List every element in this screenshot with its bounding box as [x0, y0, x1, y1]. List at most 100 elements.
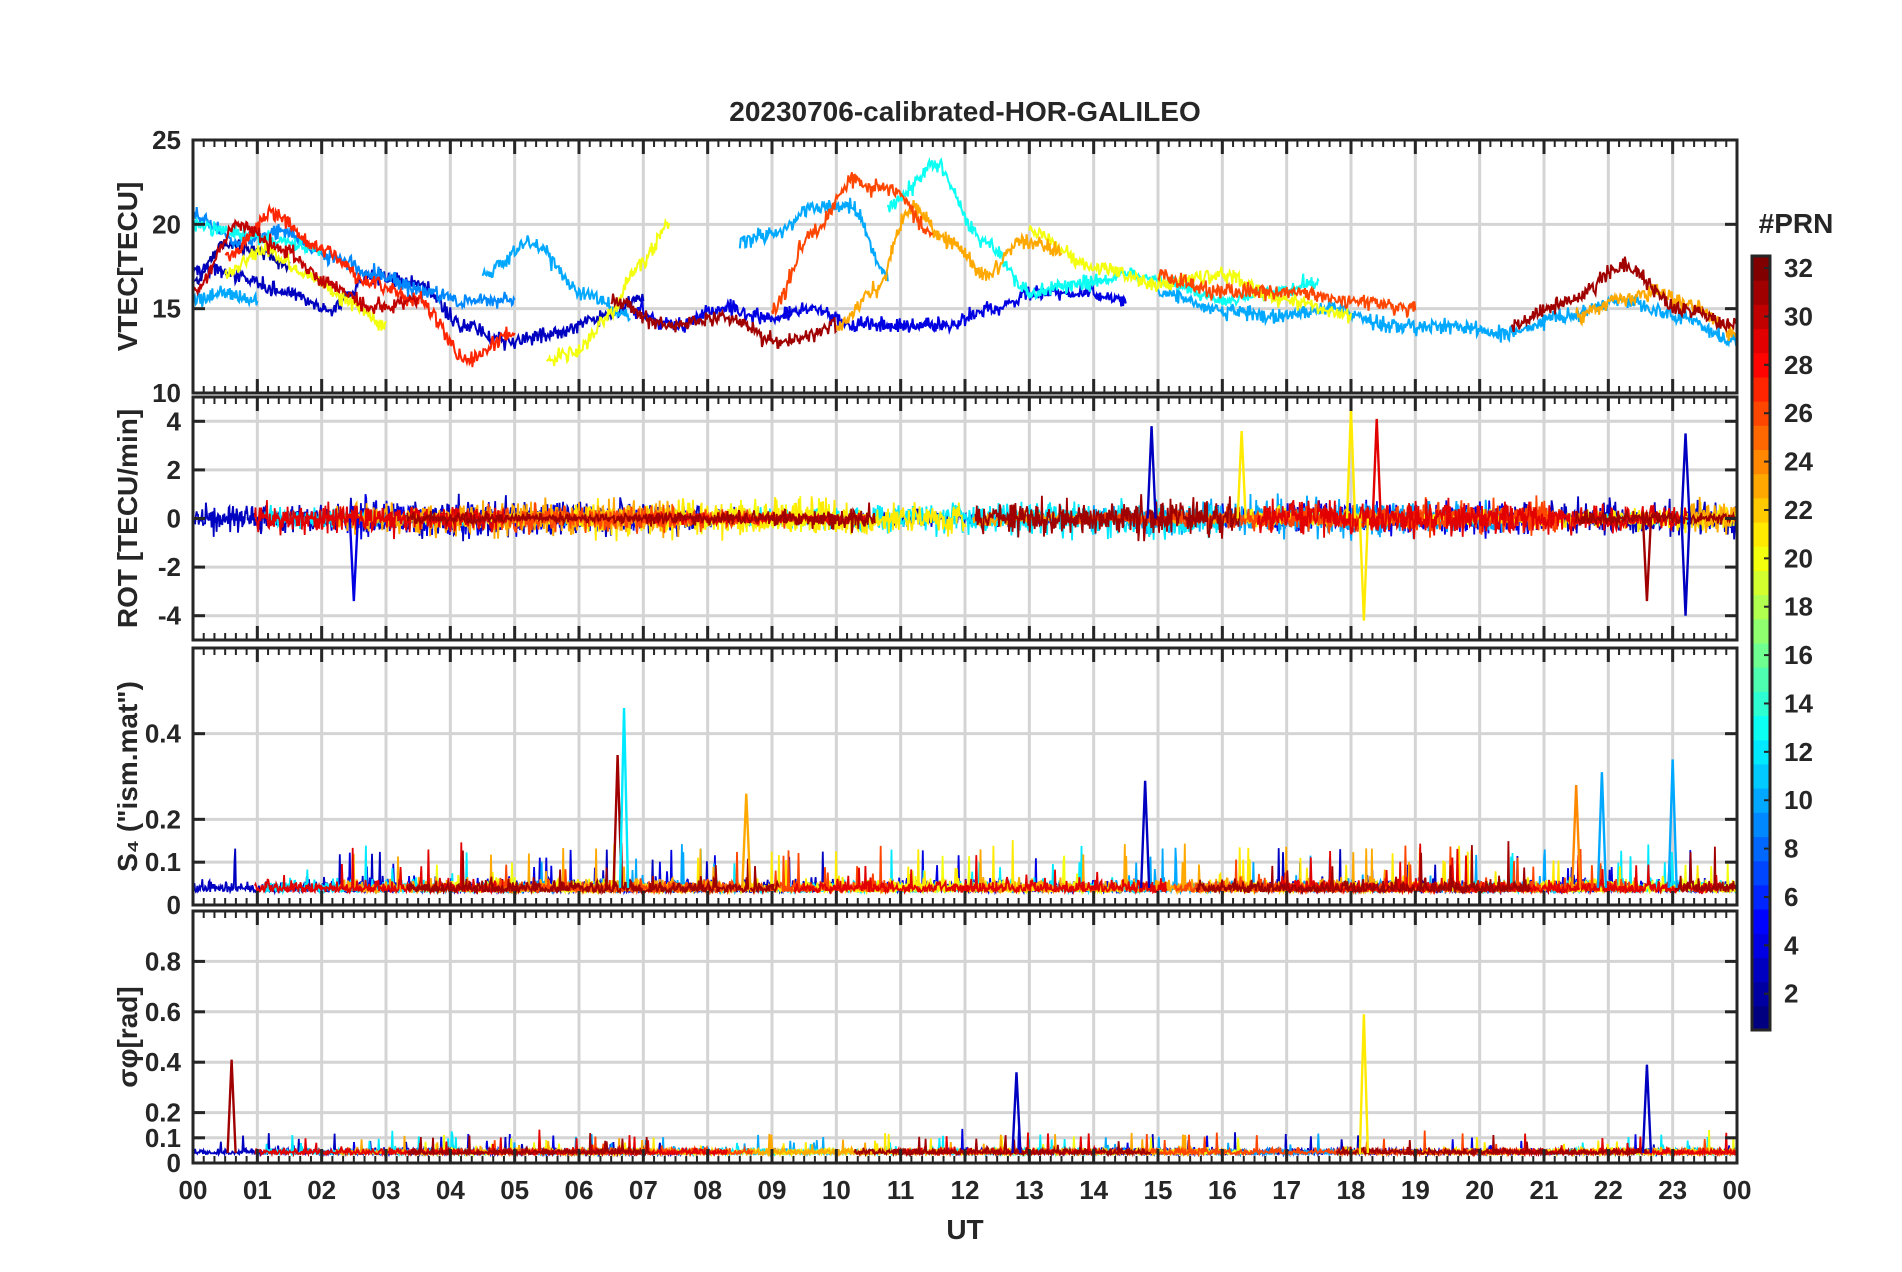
colorbar-tick-label: 22 — [1784, 495, 1813, 525]
colorbar-swatch — [1752, 981, 1770, 1007]
series-line-prn-27 — [224, 203, 516, 368]
series-line-prn-26 — [1157, 269, 1417, 318]
series-line-prn-29 — [253, 842, 504, 896]
colorbar-swatch — [1752, 352, 1770, 378]
series-line-prn-13 — [886, 156, 1320, 308]
colorbar-swatch — [1752, 909, 1770, 934]
colorbar-tick-label: 12 — [1784, 737, 1813, 767]
colorbar-tick-label: 6 — [1784, 882, 1798, 912]
series-line-prn-20 — [224, 241, 387, 331]
colorbar-swatch — [1752, 884, 1770, 910]
colorbar-swatch — [1752, 449, 1770, 475]
colorbar-tick-label: 2 — [1784, 979, 1798, 1009]
series-line-prn-10 — [1157, 286, 1737, 348]
x-tick-label: 16 — [1208, 1175, 1237, 1205]
colorbar-frame — [1750, 254, 1772, 1032]
colorbar-swatch — [1752, 546, 1770, 571]
x-tick-label: 14 — [1079, 1175, 1108, 1205]
x-tick-label: 05 — [500, 1175, 529, 1205]
spike-prn-21 — [1236, 430, 1247, 519]
x-tick-label: 18 — [1337, 1175, 1366, 1205]
x-tick-label: 20 — [1465, 1175, 1494, 1205]
y-tick-label: 0.4 — [145, 1047, 182, 1077]
y-tick-label: 15 — [152, 294, 181, 324]
colorbar-swatch — [1752, 812, 1770, 837]
spike-prn-21 — [1358, 1014, 1370, 1153]
colorbar-tick-label: 30 — [1784, 301, 1813, 331]
y-tick-label: -4 — [158, 601, 182, 631]
spike-prn-21 — [1358, 518, 1370, 621]
y-tick-label: 0.8 — [145, 946, 181, 976]
y-tick-label: 0 — [167, 504, 181, 534]
colorbar-swatch — [1752, 376, 1770, 402]
colorbar-swatch — [1752, 570, 1770, 596]
panel-series-s4 — [193, 707, 1737, 896]
colorbar-tick-label: 24 — [1784, 447, 1813, 477]
colorbar-swatch — [1752, 328, 1770, 354]
colorbar-swatch — [1752, 643, 1770, 668]
colorbar-swatch — [1752, 256, 1770, 281]
colorbar-tick-label: 26 — [1784, 398, 1813, 428]
colorbar-tick-label: 28 — [1784, 350, 1813, 380]
colorbar-swatch — [1752, 739, 1770, 765]
series-line-prn-10 — [481, 235, 631, 323]
series-line-prn-20 — [545, 217, 671, 367]
y-tick-label: 0.1 — [145, 1123, 181, 1153]
x-tick-label: 12 — [951, 1175, 980, 1205]
colorbar-swatch — [1752, 667, 1770, 692]
y-tick-label: 2 — [167, 455, 181, 485]
colorbar-swatch — [1752, 860, 1770, 886]
series-line-prn-29 — [793, 855, 1168, 896]
spike-prn-31 — [1641, 518, 1653, 602]
x-tick-label: 10 — [822, 1175, 851, 1205]
y-tick-label: 20 — [152, 209, 181, 239]
colorbar-title: #PRN — [1759, 208, 1834, 239]
x-tick-label: 08 — [693, 1175, 722, 1205]
y-tick-label: 0 — [167, 1148, 181, 1178]
colorbar-swatch — [1752, 1005, 1770, 1031]
x-tick-label: 11 — [887, 1175, 915, 1205]
x-tick-label: 01 — [243, 1175, 272, 1205]
series-line-prn-31 — [1674, 846, 1737, 894]
colorbar-swatch — [1752, 618, 1770, 644]
series-line-prn-31 — [1574, 508, 1737, 528]
spike-prn-23 — [741, 793, 752, 888]
spike-prn-24 — [1570, 785, 1582, 888]
panel-series-vtec — [193, 156, 1737, 368]
series-line-prn-31 — [406, 502, 876, 534]
x-tick-label: 09 — [758, 1175, 787, 1205]
series-line-prn-31 — [1336, 1134, 1649, 1158]
y-axis-label-s4: S₄ ("ism.mat") — [112, 681, 143, 872]
colorbar-swatch — [1752, 401, 1770, 426]
series-line-prn-10 — [738, 197, 889, 282]
spike-prn-3 — [1641, 1064, 1653, 1153]
x-tick-label: 23 — [1658, 1175, 1687, 1205]
colorbar-swatch — [1752, 594, 1770, 620]
colorbar-tick-label: 4 — [1784, 930, 1799, 960]
colorbar-swatch — [1752, 763, 1770, 789]
series-line-prn-31 — [406, 842, 780, 896]
series-line-prn-29 — [253, 500, 509, 540]
y-tick-label: -2 — [158, 552, 181, 582]
x-tick-label: 02 — [307, 1175, 336, 1205]
spike-prn-10 — [1596, 772, 1608, 888]
y-tick-label: 4 — [167, 406, 182, 436]
colorbar-swatch — [1752, 957, 1770, 983]
series-line-prn-3 — [193, 262, 645, 351]
colorbar-tick-label: 32 — [1784, 253, 1813, 283]
x-axis-label: UT — [946, 1214, 983, 1245]
spike-prn-3 — [1139, 780, 1151, 888]
series-line-prn-31 — [406, 1133, 651, 1158]
spike-prn-4 — [348, 518, 360, 602]
x-tick-label: 00 — [1723, 1175, 1752, 1205]
y-tick-label: 25 — [152, 125, 181, 155]
x-tick-label: 06 — [565, 1175, 594, 1205]
y-tick-label: 0.2 — [145, 1098, 181, 1128]
colorbar-tick-label: 20 — [1784, 543, 1813, 573]
spike-prn-31 — [226, 1059, 237, 1153]
y-tick-label: 0.1 — [145, 847, 181, 877]
y-tick-label: 0.2 — [145, 804, 181, 834]
panel-series-sigma_phi — [193, 1014, 1737, 1158]
series-line-prn-23 — [835, 199, 1063, 332]
spike-prn-12 — [618, 707, 630, 888]
